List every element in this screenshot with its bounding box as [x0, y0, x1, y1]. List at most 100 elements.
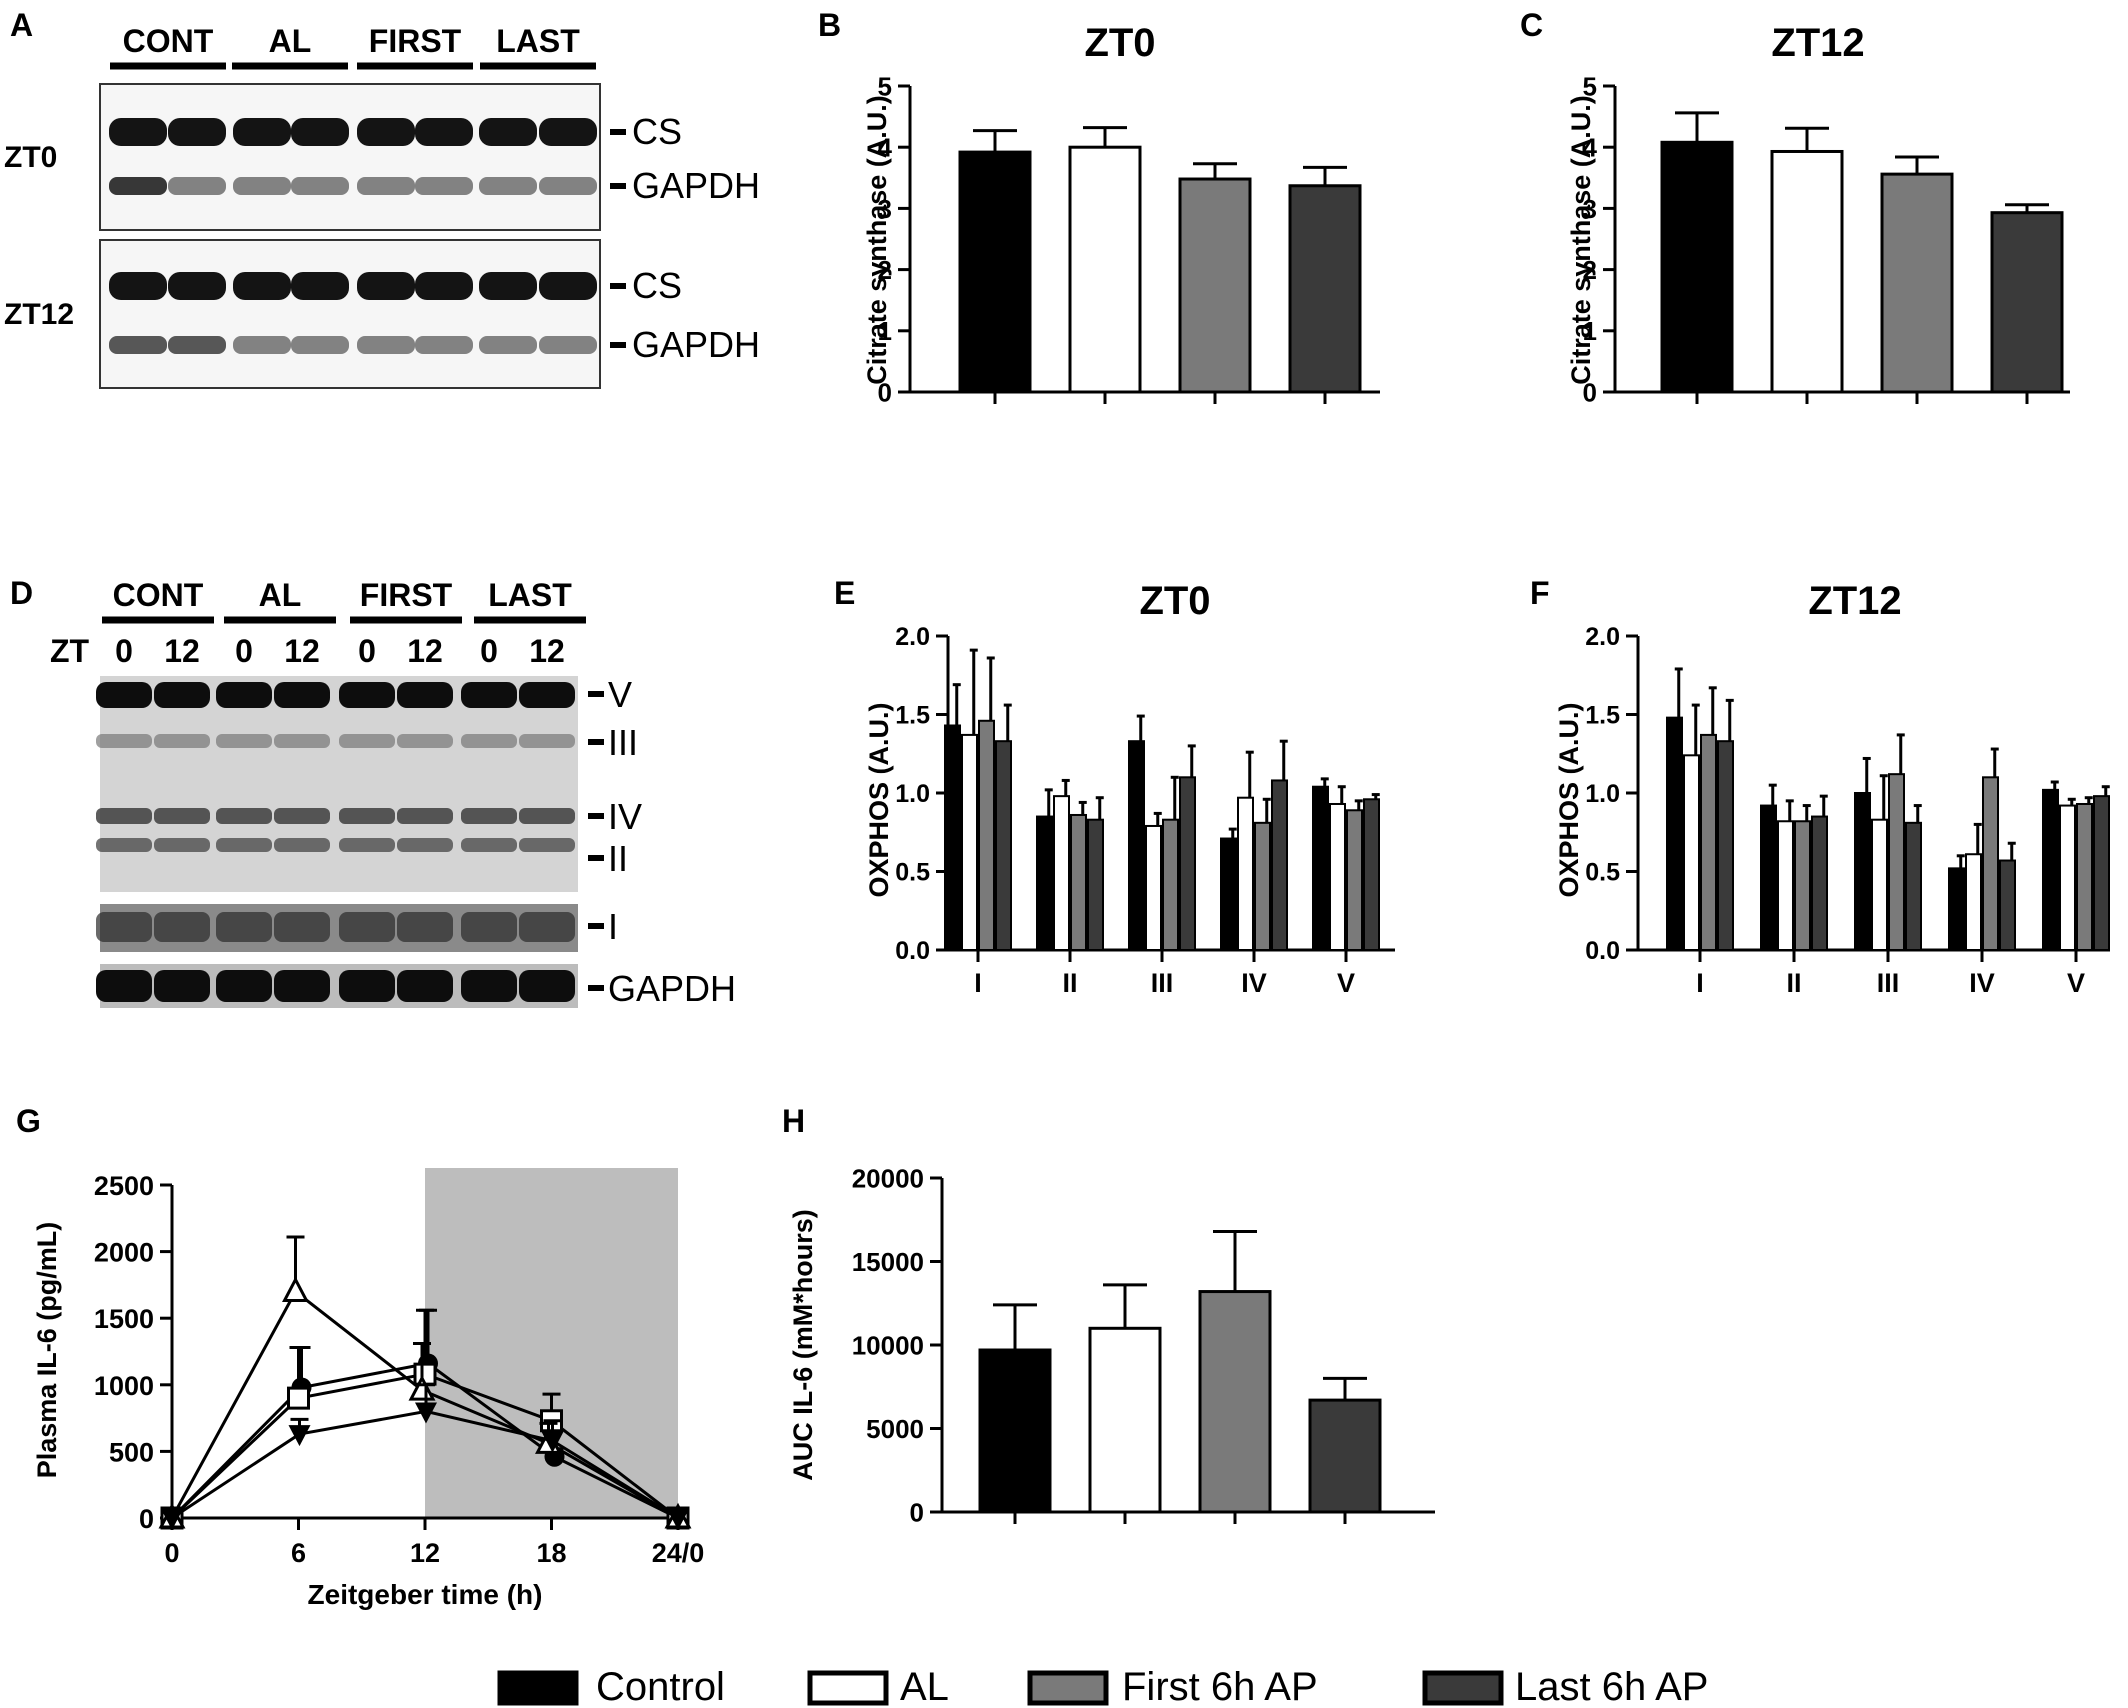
x-axis-label: Zeitgeber time (h): [308, 1579, 543, 1610]
y-tick-label: 3: [878, 194, 892, 224]
band-gapdh: [519, 970, 575, 1002]
x-tick-label: I: [1696, 968, 1704, 998]
band-gapdh: [415, 336, 473, 354]
group-label: CONT: [113, 577, 204, 613]
y-tick-label: 2: [1583, 255, 1597, 285]
y-tick-label: 1: [1583, 316, 1597, 346]
bar: [1905, 821, 1922, 952]
group-label: AL: [269, 23, 312, 59]
zt-value: 0: [358, 633, 376, 669]
band-gapdh: [168, 336, 226, 354]
zt-value: 0: [480, 633, 498, 669]
band-iii: [397, 734, 453, 748]
blot-frame: [99, 83, 601, 231]
band-iii: [274, 734, 330, 748]
band-gapdh: [415, 177, 473, 195]
panel-letter: C: [1520, 7, 1543, 43]
bar-control: [978, 1348, 1052, 1514]
group-label: LAST: [496, 23, 580, 59]
x-tick-label: 0: [164, 1538, 179, 1568]
band-ii: [96, 838, 152, 852]
panel-letter: E: [834, 575, 855, 611]
x-tick-label: 12: [410, 1538, 440, 1568]
group-label: AL: [259, 577, 302, 613]
bar: [1363, 798, 1380, 952]
marker-triangle-down: [161, 1509, 183, 1530]
band-v: [461, 682, 517, 708]
bar: [961, 733, 978, 951]
y-axis-label: AUC IL-6 (mM*hours): [788, 1209, 818, 1481]
bar: [1271, 779, 1288, 951]
band-v: [339, 682, 395, 708]
band-cs: [233, 272, 291, 300]
band-gapdh: [539, 336, 597, 354]
y-tick-label: 5000: [866, 1414, 924, 1444]
bar-al: [1770, 149, 1844, 394]
y-tick-label: 0: [1583, 377, 1597, 407]
legend: Control AL First 6h AP Last 6h AP: [497, 1665, 1708, 1708]
bar-last-6h-ap: [1288, 184, 1362, 394]
band-gapdh: [274, 970, 330, 1002]
chart-title: ZT0: [1084, 21, 1155, 65]
y-tick-label: 5: [1583, 71, 1597, 101]
bar: [1128, 740, 1145, 951]
x-tick-label: 18: [536, 1538, 566, 1568]
blot-frame: [99, 239, 601, 389]
band-gapdh: [539, 177, 597, 195]
y-axis-label: Citrate synthase (A.U.): [1566, 95, 1596, 385]
bar: [978, 719, 995, 952]
y-tick-label: 5: [878, 71, 892, 101]
panel-letter: F: [1530, 575, 1550, 611]
band-cs: [539, 118, 597, 146]
bar: [1087, 818, 1104, 951]
bar: [995, 740, 1012, 951]
band-cs: [168, 118, 226, 146]
y-tick-label: 1: [878, 316, 892, 346]
y-tick-label: 15000: [852, 1247, 924, 1277]
bar-first-6h-ap: [1198, 1290, 1272, 1514]
y-tick-label: 10000: [852, 1330, 924, 1360]
band-gapdh: [96, 970, 152, 1002]
y-tick-label: 2500: [94, 1171, 154, 1201]
bar: [944, 724, 961, 951]
band-gapdh: [109, 336, 167, 354]
y-tick-label: 0: [139, 1504, 154, 1534]
band-iii: [96, 734, 152, 748]
band-gapdh: [291, 336, 349, 354]
chart-title: ZT12: [1771, 21, 1864, 65]
y-tick-label: 20000: [852, 1163, 924, 1193]
band-ii: [461, 838, 517, 852]
band-cs: [415, 118, 473, 146]
marker-triangle-down: [288, 1425, 311, 1447]
bar: [1777, 820, 1794, 952]
bar: [1760, 804, 1777, 951]
bar: [2093, 795, 2110, 952]
y-tick-label: 4: [1583, 133, 1598, 163]
zt-value: 12: [529, 633, 565, 669]
band-iv: [96, 808, 152, 824]
band-iv: [154, 808, 210, 824]
bar: [2059, 804, 2076, 951]
marker-triangle-down: [667, 1509, 689, 1530]
band-iv: [274, 808, 330, 824]
band-i: [216, 912, 272, 942]
zt-value: 0: [235, 633, 253, 669]
band-cs: [357, 118, 415, 146]
legend-swatch: [1027, 1670, 1109, 1706]
bar: [1254, 821, 1271, 952]
y-axis-label: OXPHOS (A.U.): [864, 702, 894, 897]
zt-value: 12: [164, 633, 200, 669]
bar: [1312, 785, 1329, 951]
band-label: GAPDH: [632, 324, 760, 365]
legend-label: Last 6h AP: [1515, 1665, 1708, 1708]
band-v: [519, 682, 575, 708]
bar: [2042, 788, 2059, 951]
band-label: II: [608, 838, 628, 879]
y-tick-label: 3: [1583, 194, 1597, 224]
y-axis-label: OXPHOS (A.U.): [1554, 702, 1584, 897]
band-gapdh: [154, 970, 210, 1002]
marker-triangle-down: [541, 1431, 564, 1453]
